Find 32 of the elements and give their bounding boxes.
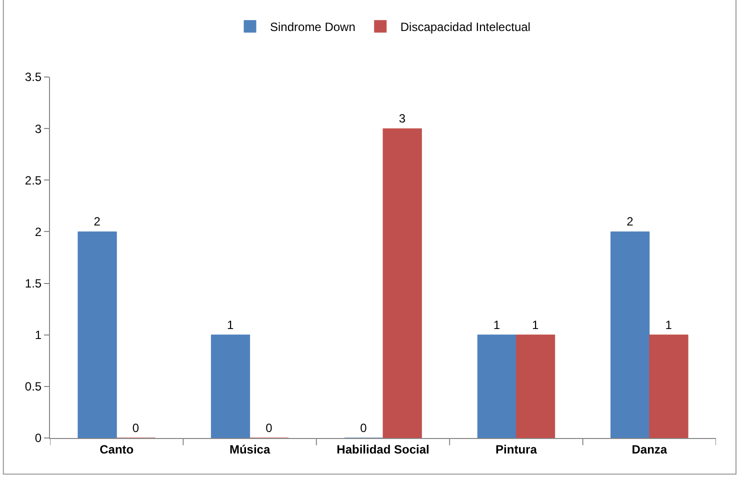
legend-label: Discapacidad Intelectual bbox=[400, 20, 530, 34]
data-label: 1 bbox=[493, 318, 500, 332]
data-label: 2 bbox=[94, 214, 101, 229]
y-tick-label: 3.5 bbox=[24, 70, 42, 84]
x-tick-label: Música bbox=[229, 442, 270, 456]
bar bbox=[610, 231, 650, 438]
y-tick-label: 0 bbox=[34, 431, 42, 446]
data-label: 0 bbox=[266, 421, 273, 435]
bar bbox=[382, 128, 422, 438]
legend-label: Sindrome Down bbox=[270, 20, 356, 34]
y-tick-label: 1.5 bbox=[24, 276, 42, 290]
x-tick-label: Canto bbox=[100, 442, 134, 456]
data-label: 1 bbox=[532, 318, 540, 332]
data-label: 0 bbox=[132, 421, 140, 435]
data-label: 3 bbox=[398, 112, 406, 126]
bar bbox=[78, 231, 117, 438]
y-tick-label: 2 bbox=[34, 224, 42, 239]
x-tick-label: Pintura bbox=[496, 442, 538, 456]
y-tick-label: 3 bbox=[34, 122, 42, 136]
bar bbox=[516, 334, 556, 438]
data-label: 0 bbox=[360, 421, 368, 435]
data-label: 2 bbox=[626, 214, 634, 229]
data-label: 1 bbox=[226, 318, 234, 332]
y-tick-label: 0.5 bbox=[24, 380, 42, 394]
bar bbox=[477, 334, 516, 438]
bar bbox=[649, 334, 688, 438]
bar bbox=[210, 334, 250, 438]
y-tick-label: 2.5 bbox=[24, 173, 42, 188]
x-tick-label: Danza bbox=[632, 442, 668, 456]
y-tick-label: 1 bbox=[34, 328, 42, 342]
data-label: 1 bbox=[665, 318, 672, 332]
x-tick-label: Habilidad Social bbox=[336, 442, 430, 456]
